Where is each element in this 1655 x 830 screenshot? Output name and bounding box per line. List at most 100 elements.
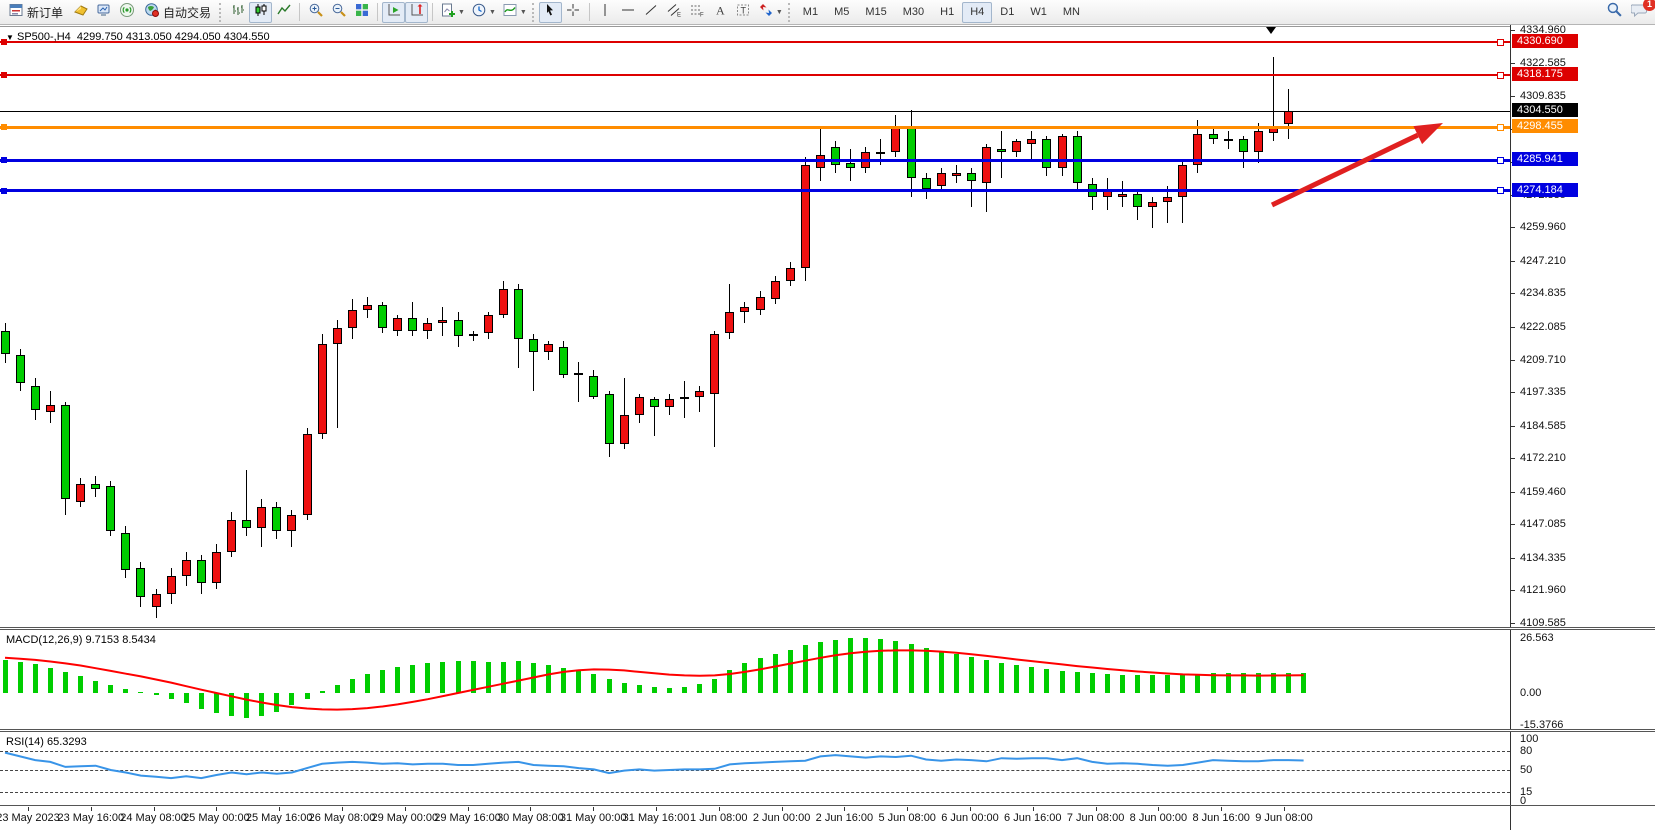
candle-body [408,317,418,331]
channel-tool-button[interactable]: E [663,2,686,23]
new-order-label: 新订单 [27,5,64,20]
level-line-handle[interactable] [1,187,7,194]
candlestick-mode-button[interactable] [249,1,273,23]
level-line-handle[interactable] [1,124,7,131]
candle-body [1253,130,1263,152]
periods-clock-button[interactable]: ▼ [468,2,499,23]
macd-histogram-bar [833,640,838,693]
price-tick-mark [1511,392,1515,394]
trendline-tool-button[interactable] [640,2,663,23]
level-line-handle[interactable] [1497,71,1504,79]
timeframe-button-m15[interactable]: M15 [865,6,887,18]
level-line-handle[interactable] [1,39,7,46]
panel-separator[interactable] [0,627,1655,630]
candle-body [272,507,282,531]
candle-body [846,162,856,168]
level-line-handle[interactable] [1,157,7,163]
text-tool-button[interactable]: A [709,2,732,23]
horizontal-level-line[interactable] [0,189,1510,193]
rsi-label: RSI(14) 65.3293 [6,736,87,748]
vertical-line-tool-button[interactable] [594,2,617,23]
candle-wick [623,378,625,450]
dropdown-caret: ▼ [458,8,465,16]
horizontal-level-line[interactable] [0,125,1510,129]
price-chart-panel[interactable]: ▼ SP500-,H4 4299.750 4313.050 4294.050 4… [0,26,1510,628]
candle-body [1133,194,1142,208]
new-order-button[interactable]: 新订单 [2,2,69,23]
timeframe-button-m5[interactable]: M5 [834,6,850,18]
horizontal-level-line[interactable] [0,41,1510,44]
chart-collapse-icon[interactable]: ▼ [6,33,14,42]
bar-chart-mode-button[interactable] [226,2,249,23]
signals-button[interactable] [115,2,138,23]
candle-body [0,330,10,355]
macd-histogram-bar [274,693,280,712]
auto-scroll-button[interactable] [382,1,406,23]
macd-histogram-bar [455,660,461,693]
auto-trading-button[interactable]: 自动交易 [138,2,217,23]
notifications-button[interactable]: 1 [1630,0,1655,23]
fibonacci-tool-button[interactable]: F [686,2,709,23]
line-chart-mode-button[interactable] [272,2,295,23]
horizontal-line-tool-button[interactable] [617,2,640,23]
timeframe-button-h1[interactable]: H1 [940,6,955,18]
timeframe-button-d1[interactable]: D1 [1000,6,1015,18]
horizontal-level-line[interactable] [0,158,1510,162]
candle-body [287,515,297,531]
time-axis[interactable]: 23 May 2023 23 May 16:00 24 May 08:00 25 Ma… [0,807,1510,830]
cursor-tool-button[interactable] [538,1,562,23]
chart-shift-button[interactable] [405,1,429,23]
level-line-handle[interactable] [1497,123,1504,131]
macd-histogram-bar [1104,674,1110,693]
panel-separator[interactable] [0,729,1655,732]
tile-windows-button[interactable] [350,2,373,23]
candle-body [891,128,901,152]
time-tick-mark [1221,807,1223,811]
level-line-handle[interactable] [1497,156,1504,164]
auto-trading-icon [144,2,160,23]
horizontal-level-line[interactable] [0,110,1510,112]
indicators-button[interactable]: ▼ [499,2,530,23]
timeframe-button-h4[interactable]: H4 [962,1,993,23]
text-label-tool-button[interactable]: T [732,2,755,23]
chart-ohlc-readout: 4299.750 4313.050 4294.050 4304.550 [76,31,270,43]
price-axis[interactable]: 4334.9604322.5854309.8354297.4604284.710… [1510,24,1655,830]
horizontal-level-line[interactable] [0,74,1510,77]
crosshair-tool-button[interactable] [562,2,585,23]
toolbar-separator [432,3,434,21]
timeframe-button-m1[interactable]: M1 [802,6,819,18]
signals-icon [119,2,135,23]
macd-histogram-bar [1074,672,1080,693]
market-watch-button[interactable] [69,2,92,23]
level-price-label: 4318.175 [1512,67,1578,82]
macd-histogram-bar [1180,674,1186,693]
zoom-in-button[interactable] [304,2,327,23]
level-line-handle[interactable] [1,72,7,79]
candle-wick [1272,57,1274,142]
svg-text:A: A [716,3,725,17]
timeframe-button-mn[interactable]: MN [1062,6,1080,18]
data-window-button[interactable] [92,2,115,23]
level-line-handle[interactable] [1497,38,1504,46]
candle-wick [699,386,701,413]
macd-histogram-bar [1255,673,1261,693]
scroll-position-marker [1266,27,1276,34]
rsi-panel[interactable]: RSI(14) 65.3293 [0,733,1510,805]
timeframe-button-w1[interactable]: W1 [1030,6,1047,18]
search-icon[interactable] [1606,1,1623,23]
macd-panel[interactable]: MACD(12,26,9) 9.7153 8.5434 [0,631,1510,729]
macd-histogram-bar [561,668,567,693]
candle-body [1012,141,1022,152]
time-tick-label: 29 May 16:00 [434,812,501,824]
trend-arrow-annotation[interactable] [0,27,1510,628]
candle-body [966,173,976,181]
time-tick-mark [970,807,971,811]
macd-histogram-bar [349,678,355,693]
level-line-handle[interactable] [1497,187,1504,195]
timeframe-button-m30[interactable]: M30 [902,6,925,18]
new-chart-button[interactable]: ▼ [437,2,468,23]
candle-body [1193,133,1203,166]
zoom-out-icon [331,2,347,23]
arrows-tool-button[interactable]: ▼ [755,2,786,23]
zoom-out-button[interactable] [327,2,350,23]
